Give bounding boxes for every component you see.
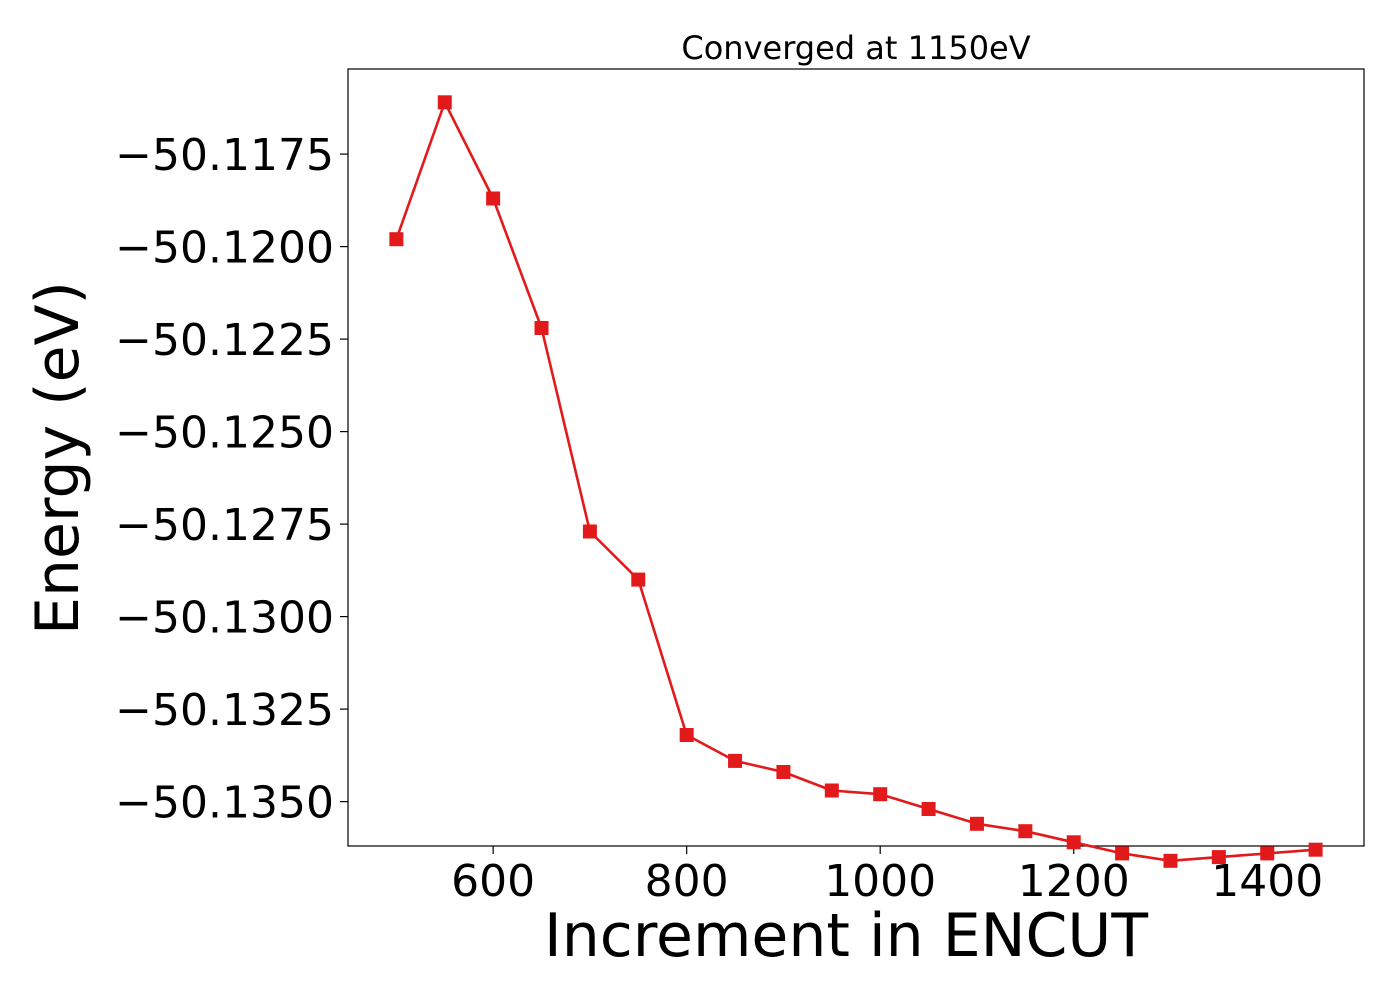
data-point [486, 191, 501, 206]
y-axis-label: Energy (eV) [23, 281, 93, 635]
data-point [437, 95, 452, 110]
data-point [776, 765, 791, 779]
data-point [1018, 824, 1033, 839]
data-point [1163, 853, 1178, 868]
data-point [631, 572, 646, 587]
x-tick-label: 600 [451, 856, 535, 907]
x-tick-label: 1400 [1211, 856, 1323, 907]
data-point [1308, 842, 1323, 857]
data-point [1115, 846, 1130, 861]
y-tick-label: −50.1275 [115, 500, 334, 551]
x-tick-label: 800 [645, 856, 729, 907]
series-line [395, 101, 1316, 863]
y-tick-label: −50.1200 [115, 223, 334, 274]
series-layer [389, 95, 1323, 868]
y-tick-label: −50.1225 [115, 315, 334, 366]
chart-title: Converged at 1150eV [681, 29, 1030, 67]
data-point [921, 802, 936, 816]
x-axis-label: Increment in ENCUT [544, 901, 1148, 971]
data-point [582, 524, 597, 539]
data-point [1211, 850, 1226, 865]
y-tick-label: −50.1350 [115, 778, 334, 829]
y-tick-label: −50.1325 [115, 685, 334, 736]
data-point [389, 232, 404, 247]
data-point [824, 783, 839, 798]
plot-area-frame [347, 68, 1365, 847]
data-point [728, 753, 743, 768]
data-point [679, 728, 694, 742]
y-tick-label: −50.1250 [115, 408, 334, 459]
y-axis-ticks: −50.1175 −50.1200 −50.1225 −50.1250 −50.1275… [115, 130, 348, 829]
data-point [969, 816, 984, 831]
y-tick-label: −50.1300 [115, 593, 334, 644]
data-point [1260, 846, 1275, 861]
x-tick-label: 1200 [1018, 856, 1130, 907]
data-point [534, 321, 549, 335]
x-axis-ticks: 600 800 1000 1200 1400 [451, 846, 1323, 907]
y-tick-label: −50.1175 [115, 130, 334, 181]
data-point [873, 787, 888, 802]
x-tick-label: 1000 [824, 856, 936, 907]
data-point [1066, 835, 1081, 850]
